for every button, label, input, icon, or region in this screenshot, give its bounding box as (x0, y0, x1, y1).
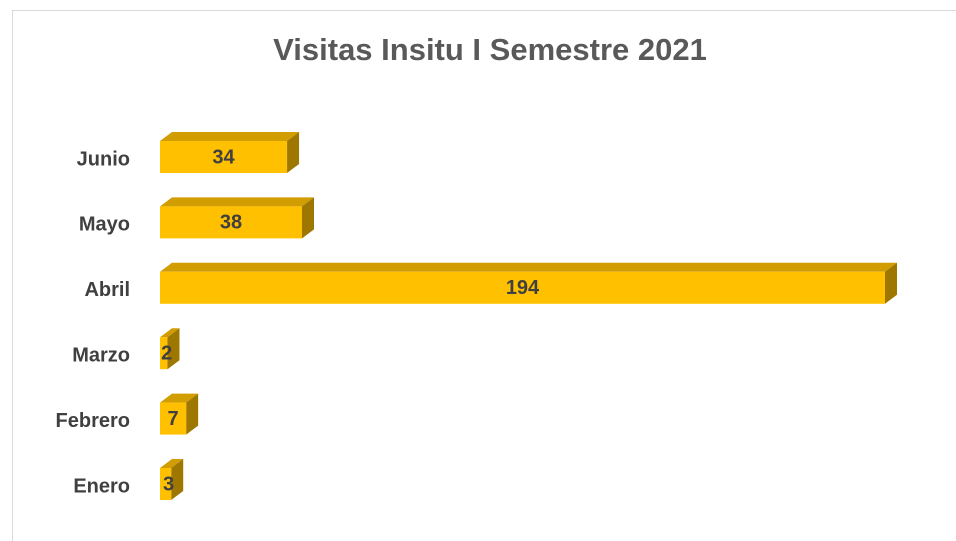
y-tick-label: Abril (84, 279, 130, 301)
bar-side (885, 262, 897, 304)
bar-top (160, 132, 300, 141)
bar (160, 141, 288, 173)
bar (160, 468, 172, 500)
bar-top (160, 393, 199, 403)
bar (160, 271, 885, 304)
data-label: 194 (506, 277, 540, 299)
data-label: 7 (168, 408, 179, 430)
data-label: 3 (163, 473, 174, 495)
bar-top (160, 262, 897, 272)
bar (160, 337, 168, 370)
y-tick-label: Marzo (72, 344, 130, 366)
data-label: 38 (220, 212, 242, 234)
bar-top (160, 328, 180, 338)
bar (160, 206, 303, 239)
y-tick-label: Enero (73, 475, 130, 497)
bar (160, 402, 187, 435)
y-tick-label: Junio (77, 148, 130, 170)
bar-top (160, 197, 315, 207)
bar-side (167, 328, 180, 370)
data-label: 34 (212, 146, 235, 168)
data-label: 2 (161, 342, 172, 364)
y-tick-label: Mayo (79, 214, 130, 236)
bar-side (287, 132, 300, 173)
y-tick-label: Febrero (56, 410, 130, 432)
bar-side (302, 197, 315, 239)
chart-title: Visitas Insitu I Semestre 2021 (273, 32, 707, 67)
bar-side (171, 459, 184, 500)
bar-top (160, 459, 184, 468)
chart-border (12, 10, 956, 541)
bar-side (186, 393, 199, 435)
